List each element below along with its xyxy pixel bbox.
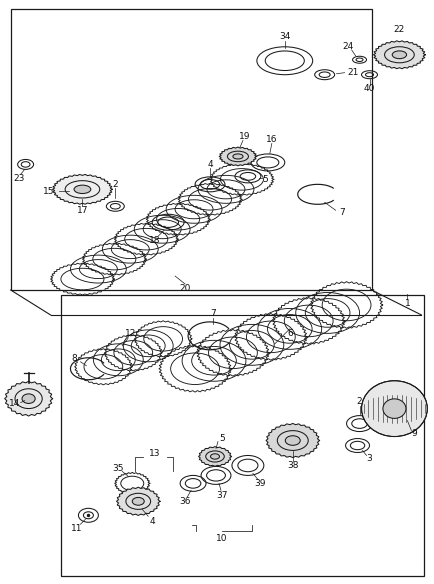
Bar [11,9,372,290]
Ellipse shape [362,381,427,436]
Text: 2: 2 [357,397,362,406]
Text: 4: 4 [149,517,155,526]
Text: 5: 5 [262,175,268,184]
Ellipse shape [132,498,144,505]
Text: 7: 7 [339,208,345,217]
Polygon shape [118,488,158,515]
Text: 7: 7 [210,310,216,318]
Text: 11: 11 [71,524,82,533]
Text: 23: 23 [13,174,24,183]
Polygon shape [55,175,110,203]
Text: 35: 35 [112,464,124,473]
Polygon shape [375,42,423,68]
Text: 40: 40 [364,84,375,93]
Ellipse shape [392,51,407,58]
Text: 5: 5 [219,434,225,443]
Text: 12: 12 [125,329,136,338]
Text: 24: 24 [342,42,353,51]
Text: 36: 36 [179,497,191,506]
Ellipse shape [285,436,300,446]
Ellipse shape [233,154,243,159]
Text: 37: 37 [216,491,228,500]
Ellipse shape [383,399,406,418]
Text: 22: 22 [394,25,405,34]
Text: 6: 6 [287,329,293,338]
Text: 3: 3 [367,454,372,463]
Text: 15: 15 [43,187,54,196]
Text: 13: 13 [149,449,161,458]
Text: 17: 17 [77,206,88,215]
Text: 10: 10 [216,534,228,543]
Text: 16: 16 [266,135,278,144]
Ellipse shape [210,454,220,459]
Text: 9: 9 [411,429,417,438]
Polygon shape [7,383,50,415]
Text: 19: 19 [239,132,251,141]
Text: 34: 34 [279,32,290,41]
Ellipse shape [22,394,35,404]
Text: 18: 18 [149,236,161,245]
Text: 4: 4 [207,160,213,169]
Bar [60,295,424,576]
Text: 2: 2 [112,180,118,189]
Text: 20: 20 [179,283,191,293]
Text: 38: 38 [287,461,299,470]
Text: 8: 8 [72,354,77,363]
Text: 39: 39 [254,479,266,488]
Text: 1: 1 [404,300,410,308]
Polygon shape [221,148,255,165]
Text: 14: 14 [9,399,20,408]
Text: 21: 21 [347,68,358,77]
Polygon shape [200,447,230,465]
Ellipse shape [74,185,91,193]
Polygon shape [268,425,318,457]
